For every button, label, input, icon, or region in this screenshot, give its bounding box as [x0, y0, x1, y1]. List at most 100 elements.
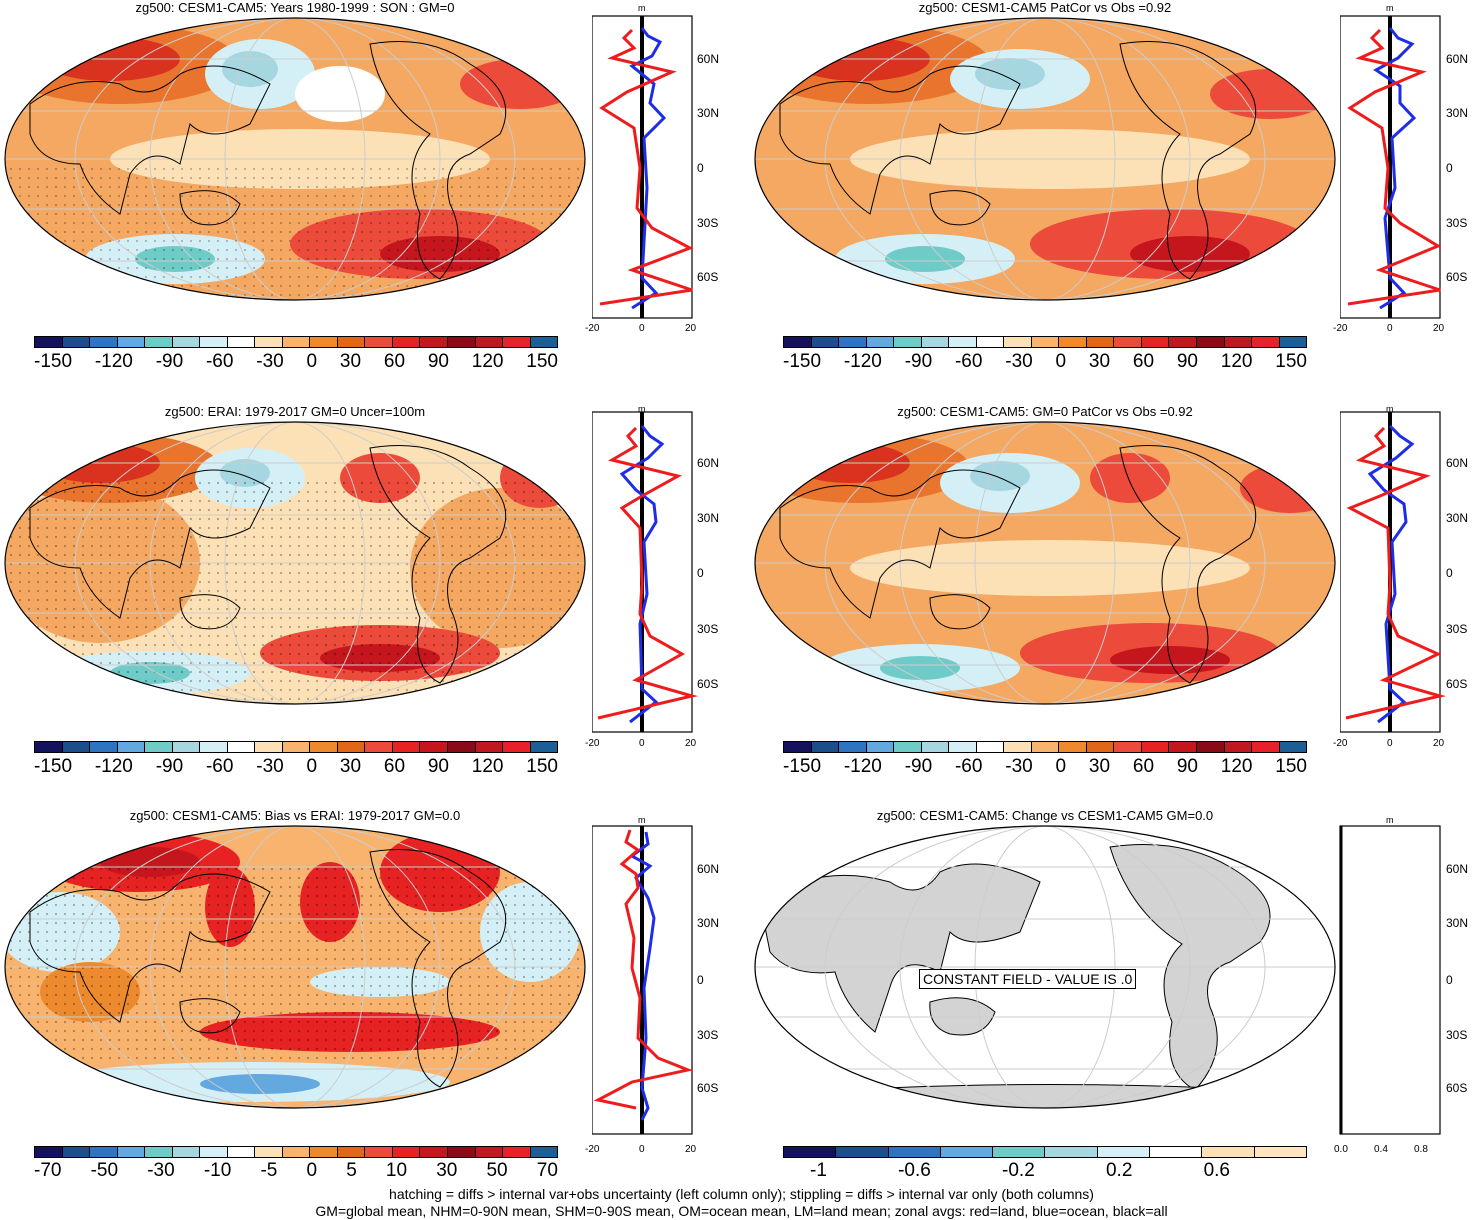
colorbar-swatch [1141, 337, 1170, 347]
colorbar-swatch [888, 1147, 941, 1157]
zonal-unit-3: m [638, 404, 646, 414]
colorbar-tick-label: -0.6 [898, 1160, 931, 1181]
colorbar-swatch [1254, 1147, 1306, 1157]
lat-label: 60S [697, 677, 719, 691]
colorbar-tick-label: 5 [346, 1160, 357, 1181]
colorbar-tick-label: -30 [147, 1160, 175, 1181]
colorbar-swatch [62, 742, 91, 752]
zonal-plot-4 [1340, 411, 1446, 733]
lat-label: 60S [1446, 270, 1468, 284]
colorbar-swatch [62, 337, 91, 347]
colorbar-tick-label: -120 [843, 756, 882, 777]
x-tick: 20 [685, 323, 697, 334]
colorbar-swatch [392, 742, 421, 752]
colorbar-swatch [310, 337, 338, 347]
x-tick: 0.0 [1334, 1144, 1348, 1155]
colorbar-labels-2: -150 -120 -90 -60 -30 0 30 60 90 120 150 [783, 351, 1307, 373]
colorbar-swatch [503, 742, 531, 752]
colorbar-swatch [145, 1147, 173, 1157]
lat-label: 30N [1446, 916, 1469, 930]
colorbar-labels-4: -150 -120 -90 -60 -30 0 30 60 90 120 150 [783, 756, 1307, 778]
colorbar-tick-label: 0.2 [1105, 1160, 1133, 1181]
colorbar-swatch [836, 1147, 889, 1157]
colorbar-tick-label: 70 [536, 1160, 558, 1181]
colorbar-swatch [866, 742, 895, 752]
colorbar-tick-label: 150 [526, 756, 558, 777]
colorbar-swatch [420, 742, 448, 752]
colorbar-swatch [227, 337, 256, 347]
colorbar-tick-label: 0 [1055, 351, 1067, 372]
colorbar-tick-label: 120 [471, 351, 504, 372]
lat-label: 0 [1446, 973, 1453, 987]
x-tick: 20 [685, 1144, 697, 1155]
panel-title-6: zg500: CESM1-CAM5: Change vs CESM1-CAM5 … [876, 808, 1214, 823]
panel-title-3: zg500: ERAI: 1979-2017 GM=0 Uncer=100m [164, 404, 426, 419]
colorbar-labels-3: -150 -120 -90 -60 -30 0 30 60 90 120 150 [34, 756, 558, 778]
colorbar-tick-label: -70 [34, 1160, 62, 1181]
colorbar-tick-label: -120 [843, 351, 882, 372]
colorbar-swatch [976, 337, 1005, 347]
zonal-unit-5: m [638, 815, 646, 825]
colorbar-swatch [839, 337, 867, 347]
lat-label: 30S [697, 216, 719, 230]
colorbar-swatch [784, 742, 812, 752]
map-panel-6 [754, 825, 1336, 1109]
colorbar-tick-label: 60 [1132, 756, 1155, 777]
lat-label: 60N [1446, 862, 1469, 876]
lat-label: 60S [697, 270, 719, 284]
colorbar-swatch [392, 1147, 421, 1157]
x-tick: 0 [639, 1144, 645, 1155]
colorbar-swatch [337, 742, 366, 752]
lat-label: 30N [1446, 106, 1469, 120]
colorbar-labels-5: -70 -50 -30 -10 -5 0 5 10 30 50 70 [34, 1160, 558, 1182]
colorbar-swatch [1031, 337, 1060, 347]
colorbar-swatch [1114, 337, 1142, 347]
colorbar-swatch [1031, 742, 1060, 752]
colorbar-tick-label: 90 [1176, 351, 1198, 372]
zonal-plot-6 [1339, 825, 1441, 1135]
x-tick: 0 [639, 738, 645, 749]
colorbar-swatch [90, 1147, 118, 1157]
zonal-unit-6: m [1386, 815, 1394, 825]
colorbar-tick-label: 60 [383, 351, 406, 372]
colorbar-tick-label: 150 [1275, 756, 1307, 777]
colorbar-swatch [1086, 742, 1115, 752]
colorbar-swatch [310, 742, 338, 752]
colorbar-tick-label: -150 [783, 756, 822, 777]
lat-label: 60N [1446, 52, 1469, 66]
colorbar-tick-label: 150 [1275, 351, 1307, 372]
colorbar-swatch [35, 1147, 63, 1157]
lat-label: 0 [697, 161, 704, 175]
colorbar-swatch [1196, 742, 1225, 752]
lat-label: 60N [697, 52, 720, 66]
colorbar-tick-label: 30 [1088, 756, 1111, 777]
panel-title-4: zg500: CESM1-CAM5: GM=0 PatCor vs Obs =0… [897, 404, 1193, 419]
zonal-plot-5 [592, 825, 694, 1135]
colorbar-swatch [1086, 337, 1115, 347]
colorbar-swatch [365, 742, 393, 752]
colorbar-tick-label: 90 [427, 756, 449, 777]
colorbar-swatch [200, 1147, 228, 1157]
colorbar-swatch [949, 742, 977, 752]
colorbar-tick-label: -1 [810, 1160, 827, 1181]
colorbar-swatch [90, 337, 118, 347]
colorbar-4 [783, 741, 1307, 753]
colorbar-tick-label: -90 [904, 756, 933, 777]
colorbar-tick-label: -150 [783, 351, 822, 372]
x-tick: 0 [1387, 738, 1393, 749]
x-tick: -20 [585, 1144, 600, 1155]
colorbar-swatch [993, 1147, 1046, 1157]
colorbar-tick-label: -90 [155, 756, 184, 777]
colorbar-swatch [200, 742, 228, 752]
colorbar-swatch [337, 1147, 366, 1157]
colorbar-swatch [420, 337, 448, 347]
colorbar-swatch [839, 742, 867, 752]
colorbar-tick-label: -30 [256, 756, 284, 777]
colorbar-swatch [976, 742, 1005, 752]
lat-label: 30N [697, 916, 720, 930]
colorbar-swatch [1224, 742, 1253, 752]
lat-label: 30N [1446, 511, 1469, 525]
colorbar-swatch [811, 742, 840, 752]
x-tick: 0.4 [1374, 1144, 1388, 1155]
colorbar-swatch [117, 337, 146, 347]
